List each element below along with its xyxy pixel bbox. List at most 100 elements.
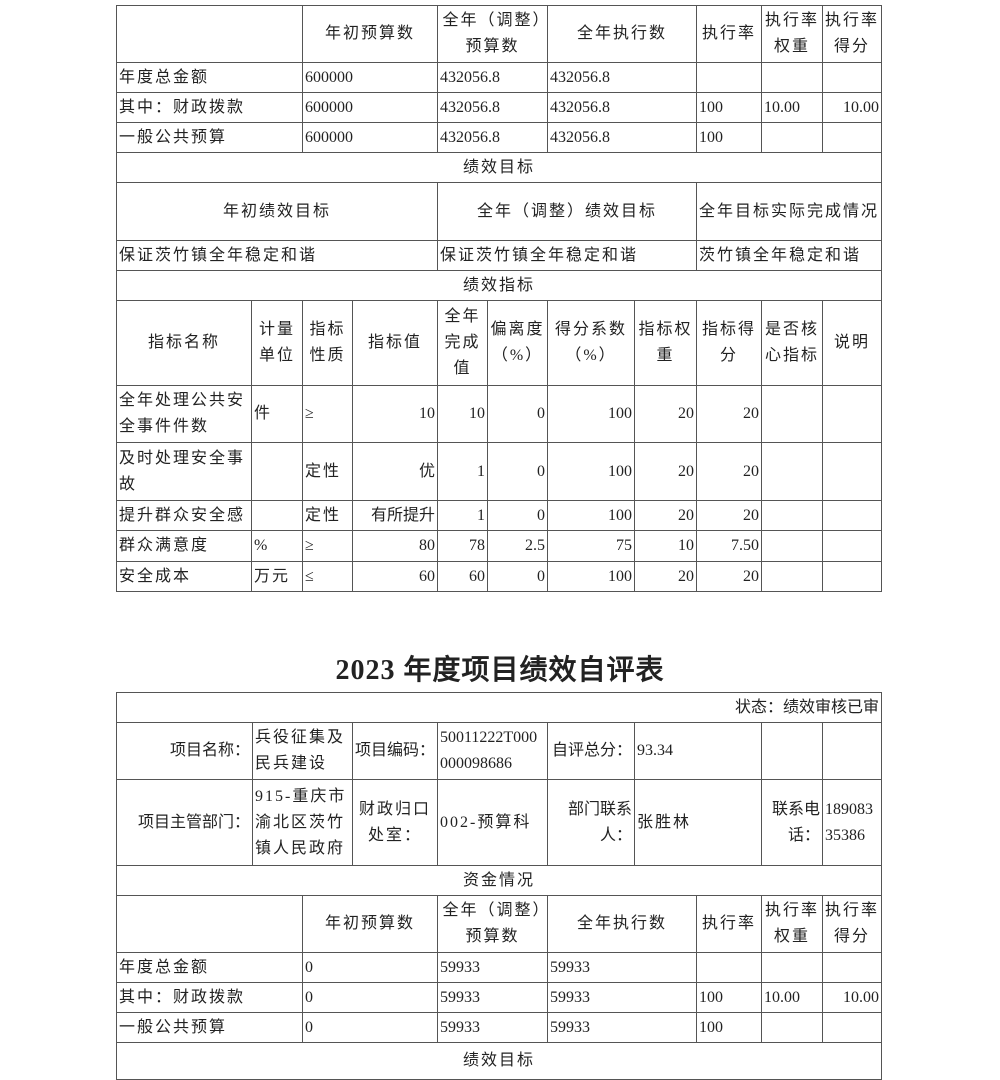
cell-text: 20	[678, 506, 694, 524]
budget-cell: 年度总金额	[116, 62, 303, 93]
cell-text: 80	[419, 537, 435, 554]
cell-text: 得分系数（%）	[554, 321, 627, 364]
budget-cell	[761, 1012, 823, 1043]
cell-text: 18908335386	[825, 800, 873, 844]
cell-text: 600000	[305, 128, 353, 146]
cell-text: 自评总分：	[551, 742, 632, 759]
budget-cell: 一般公共预算	[116, 1012, 303, 1043]
indicator-cell: 7.50	[696, 530, 762, 562]
goal-value: 保证茨竹镇全年稳定和谐	[116, 240, 438, 271]
indicator-cell: 及时处理安全事故	[116, 442, 252, 501]
indicator-cell: 10	[634, 530, 697, 562]
indicator-header: 计量单位	[251, 300, 303, 386]
cell-text: 0	[537, 506, 545, 524]
indicator-cell: 20	[634, 442, 697, 501]
cell-text: 有所提升	[370, 506, 435, 524]
indicator-header: 说明	[822, 300, 882, 386]
budget-cell	[696, 952, 762, 983]
cell-text: 75	[616, 537, 632, 554]
cell-text: 1	[477, 462, 485, 480]
section-header: 绩效目标	[116, 152, 882, 183]
indicator-header: 是否核心指标	[761, 300, 823, 386]
budget-cell: 432056.8	[437, 122, 548, 153]
cell-text: 20	[743, 462, 759, 480]
project-info-cell: 18908335386	[822, 779, 882, 866]
goal-header: 全年（调整）绩效目标	[437, 182, 697, 241]
budget-cell: 其中：财政拨款	[116, 982, 303, 1013]
indicator-header: 指标权重	[634, 300, 697, 386]
indicator-cell: 100	[547, 500, 635, 531]
indicator-cell: 10	[437, 385, 488, 443]
cell-text: 年初预算数	[324, 915, 415, 932]
cell-text: 600000	[305, 68, 353, 86]
cell-text: 7.50	[731, 537, 759, 554]
project-info-cell: 自评总分：	[547, 722, 635, 780]
cell-text: 59933	[550, 1018, 590, 1036]
indicator-cell	[822, 561, 882, 592]
indicator-cell: 20	[634, 500, 697, 531]
cell-text: ≤	[305, 567, 316, 585]
indicator-cell: 0	[487, 442, 548, 501]
cell-text: 其中：财政拨款	[119, 988, 246, 1006]
cell-text: 432056.8	[550, 98, 610, 116]
budget-header-cell: 执行率得分	[822, 5, 882, 63]
indicator-header: 得分系数（%）	[547, 300, 635, 386]
indicator-cell: 20	[696, 442, 762, 501]
indicator-cell	[822, 530, 882, 562]
budget-header-cell	[116, 895, 303, 953]
budget-header-cell: 全年执行数	[547, 895, 697, 953]
cell-text: 78	[469, 537, 485, 554]
indicator-cell: 定性	[302, 442, 353, 501]
cell-text: 及时处理安全事故	[119, 449, 246, 493]
indicator-cell: 1	[437, 442, 488, 501]
goal-header: 年初绩效目标	[116, 182, 438, 241]
indicator-cell: ≥	[302, 530, 353, 562]
indicator-cell: 100	[547, 442, 635, 501]
indicator-cell: 0	[487, 500, 548, 531]
indicator-cell: %	[251, 530, 303, 562]
cell-text: 张胜林	[637, 813, 692, 831]
cell-text: 项目主管部门：	[137, 813, 250, 831]
indicator-cell: 万元	[251, 561, 303, 592]
indicator-cell	[251, 500, 303, 531]
indicator-cell: 20	[696, 385, 762, 443]
cell-text: 项目编码：	[355, 742, 436, 759]
cell-text: 状态：绩效审核已审	[734, 698, 879, 716]
cell-text: 全年（调整）绩效目标	[476, 202, 657, 220]
indicator-cell: 有所提升	[352, 500, 438, 531]
cell-text: 1	[477, 506, 485, 524]
cell-text: 10.00	[764, 98, 800, 116]
budget-cell	[822, 62, 882, 93]
cell-text: 10.00	[764, 988, 800, 1006]
cell-text: 100	[608, 405, 632, 422]
cell-text: 全年（调整）预算数	[442, 902, 543, 945]
budget-cell: 432056.8	[547, 122, 697, 153]
indicator-header: 指标得分	[696, 300, 762, 386]
cell-text: 执行率得分	[825, 12, 880, 55]
cell-text: 0	[537, 462, 545, 480]
indicator-cell	[761, 500, 823, 531]
budget-cell: 432056.8	[547, 92, 697, 123]
cell-text: 002-预算科	[440, 813, 532, 831]
indicator-cell: 2.5	[487, 530, 548, 562]
cell-text: 10.00	[843, 98, 879, 116]
cell-text: 全年执行数	[576, 915, 667, 932]
cell-text: 10	[419, 405, 435, 422]
budget-cell: 10.00	[761, 92, 823, 123]
cell-text: 执行率	[701, 25, 756, 42]
project-info-cell: 915-重庆市渝北区茨竹镇人民政府	[252, 779, 353, 866]
cell-text: 执行率	[701, 915, 756, 932]
indicator-cell: 20	[696, 500, 762, 531]
cell-text: 执行率权重	[764, 902, 819, 945]
indicator-cell: 优	[352, 442, 438, 501]
budget-cell: 100	[696, 1012, 762, 1043]
budget-header-cell: 执行率得分	[822, 895, 882, 953]
project-info-cell: 50011222T000000098686	[437, 722, 548, 780]
cell-text: 0	[537, 567, 545, 585]
cell-text: ≥	[305, 537, 316, 554]
project-info-cell: 93.34	[634, 722, 762, 780]
indicator-cell	[822, 442, 882, 501]
cell-text: 全年完成值	[444, 308, 481, 377]
cell-text: 100	[608, 506, 632, 524]
budget-header-cell: 执行率权重	[761, 895, 823, 953]
